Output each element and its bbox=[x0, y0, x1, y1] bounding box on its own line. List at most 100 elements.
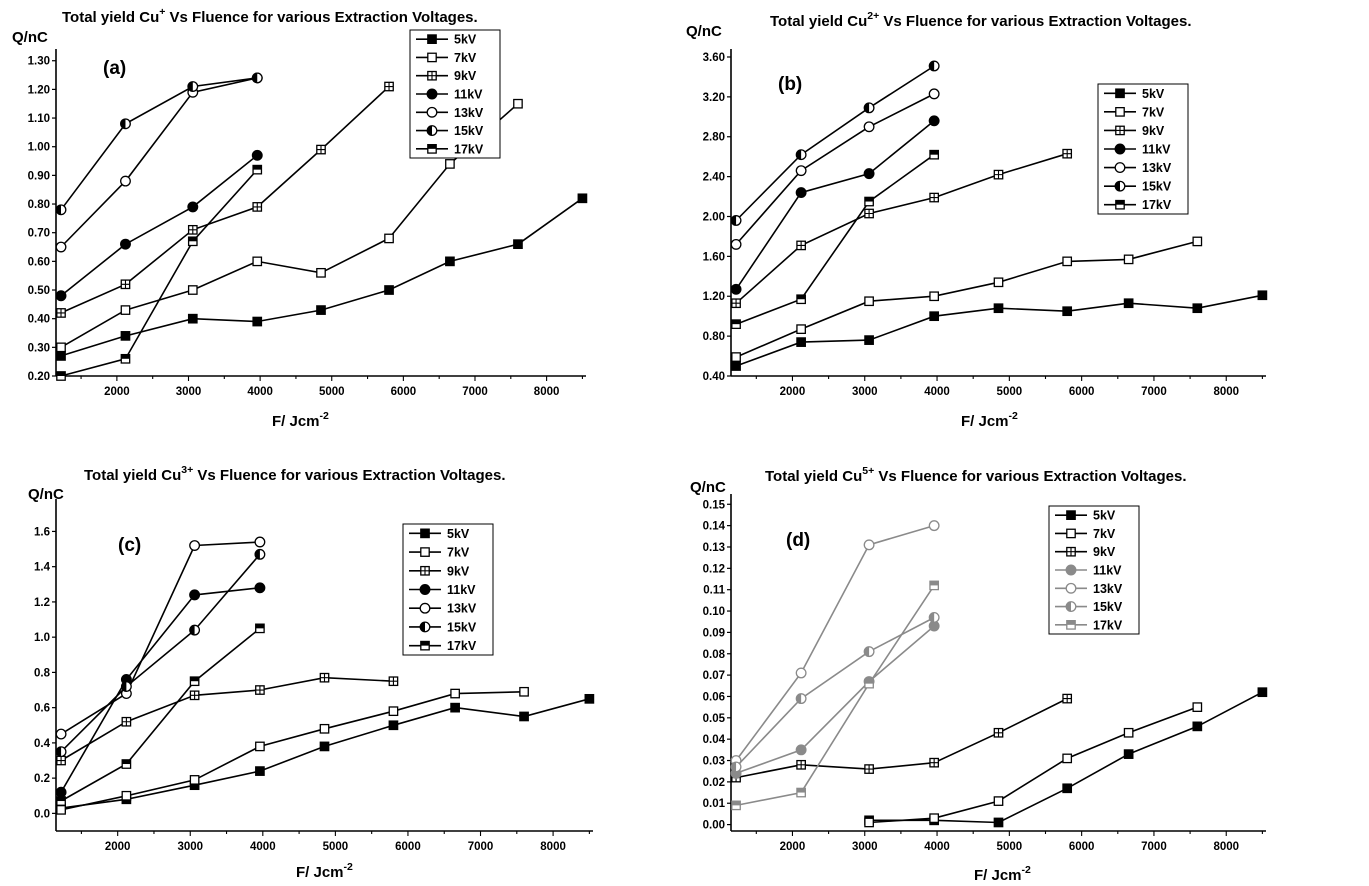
y-tick-label: 1.20 bbox=[703, 291, 725, 303]
data-point bbox=[577, 193, 588, 204]
series-line bbox=[60, 77, 258, 211]
marker-half bbox=[929, 61, 935, 71]
marker-half bbox=[864, 197, 874, 202]
chart-title: Total yield Cu+ Vs Fluence for various E… bbox=[62, 6, 478, 26]
legend-marker bbox=[1066, 510, 1076, 520]
data-point bbox=[1062, 693, 1073, 704]
series-line bbox=[60, 676, 394, 762]
data-point bbox=[928, 115, 940, 127]
legend-label: 13kV bbox=[447, 602, 477, 616]
x-axis-label: F/ Jcm-2 bbox=[974, 864, 1031, 884]
x-axis-label: F/ Jcm-2 bbox=[961, 410, 1018, 430]
y-tick-label: 0.03 bbox=[703, 756, 725, 768]
x-tick-label: 8000 bbox=[1213, 386, 1239, 398]
x-axis-label: F/ Jcm-2 bbox=[296, 861, 353, 881]
y-tick-label: 0.06 bbox=[703, 691, 725, 703]
x-tick-label: 2000 bbox=[104, 386, 130, 398]
data-point bbox=[120, 238, 131, 250]
legend-item: 17kV bbox=[416, 142, 484, 156]
data-point bbox=[121, 759, 132, 769]
legend-marker bbox=[426, 88, 438, 100]
legend-marker bbox=[427, 52, 437, 63]
data-point bbox=[120, 681, 132, 692]
marker-half bbox=[187, 81, 193, 92]
data-point bbox=[388, 720, 399, 731]
y-tick-label: 1.30 bbox=[28, 56, 50, 68]
marker-cross bbox=[1066, 547, 1076, 556]
series-line bbox=[60, 169, 258, 377]
legend-label: 13kV bbox=[454, 106, 484, 120]
data-point bbox=[319, 672, 330, 683]
y-tick-label: 3.60 bbox=[703, 52, 725, 64]
data-point bbox=[388, 676, 399, 687]
y-tick-label: 0.70 bbox=[28, 228, 50, 240]
legend: 5kV 7kV 9kV 11kV 13kV 15kV 17kV bbox=[1097, 83, 1189, 215]
series-15kV bbox=[55, 72, 263, 216]
marker-half bbox=[796, 788, 806, 793]
data-point bbox=[55, 746, 67, 758]
data-point bbox=[120, 353, 131, 364]
legend-item: 11kV bbox=[409, 583, 476, 597]
legend-label: 13kV bbox=[1142, 161, 1172, 175]
marker-cross bbox=[188, 225, 197, 235]
legend-label: 7kV bbox=[1142, 105, 1165, 119]
marker-half bbox=[56, 371, 66, 376]
legend-marker bbox=[427, 34, 437, 44]
data-point bbox=[928, 612, 940, 623]
legend-label: 9kV bbox=[447, 564, 470, 578]
y-tick-label: 0.08 bbox=[703, 649, 726, 661]
legend-label: 17kV bbox=[454, 142, 484, 156]
legend-marker bbox=[1066, 528, 1076, 539]
legend-item: 17kV bbox=[1104, 198, 1172, 212]
data-point bbox=[319, 741, 330, 752]
data-point bbox=[1257, 290, 1268, 301]
legend-label: 17kV bbox=[1142, 198, 1172, 212]
x-tick-label: 2000 bbox=[780, 841, 806, 853]
data-point bbox=[731, 800, 741, 811]
marker-half bbox=[1066, 620, 1076, 625]
data-point bbox=[445, 159, 455, 169]
y-tick-label: 0.13 bbox=[703, 542, 725, 554]
data-point bbox=[120, 175, 131, 187]
data-point bbox=[189, 624, 201, 636]
marker-cross bbox=[121, 280, 130, 289]
marker-cross bbox=[427, 71, 437, 80]
legend-marker bbox=[419, 584, 431, 595]
marker-half bbox=[420, 641, 430, 646]
marker-half bbox=[731, 801, 741, 806]
series-line bbox=[60, 627, 261, 802]
legend-item: 9kV bbox=[409, 564, 470, 578]
marker-half bbox=[255, 549, 260, 560]
marker-half bbox=[188, 237, 197, 242]
data-point bbox=[1062, 148, 1073, 159]
y-tick-label: 0.11 bbox=[703, 585, 725, 597]
data-point bbox=[795, 667, 807, 679]
series-line bbox=[735, 93, 935, 245]
data-point bbox=[796, 294, 806, 305]
legend-item: 9kV bbox=[416, 69, 477, 83]
data-point bbox=[251, 149, 263, 161]
y-tick-label: 1.4 bbox=[34, 562, 51, 574]
x-tick-label: 3000 bbox=[852, 386, 878, 398]
series-9kV bbox=[731, 148, 1073, 309]
x-tick-label: 8000 bbox=[1213, 841, 1239, 853]
legend-item: 13kV bbox=[1055, 582, 1123, 596]
data-point bbox=[252, 256, 263, 267]
data-point bbox=[796, 759, 806, 770]
legend-label: 11kV bbox=[1093, 564, 1122, 578]
legend-item: 15kV bbox=[416, 124, 484, 138]
marker-half bbox=[929, 612, 935, 623]
data-point bbox=[993, 796, 1004, 806]
series-17kV bbox=[731, 149, 940, 330]
legend-item: 7kV bbox=[1104, 105, 1165, 119]
series-line bbox=[735, 152, 1068, 304]
legend-label: 7kV bbox=[454, 51, 477, 65]
legend-label: 13kV bbox=[1093, 582, 1123, 596]
chart-panel-3: Total yield Cu3+ Vs Fluence for various … bbox=[28, 464, 595, 881]
legend-marker bbox=[426, 125, 438, 137]
data-point bbox=[731, 361, 741, 371]
x-tick-label: 4000 bbox=[250, 841, 276, 853]
legend-item: 15kV bbox=[1104, 180, 1172, 194]
marker-cross bbox=[56, 308, 66, 318]
marker-half bbox=[864, 103, 870, 113]
